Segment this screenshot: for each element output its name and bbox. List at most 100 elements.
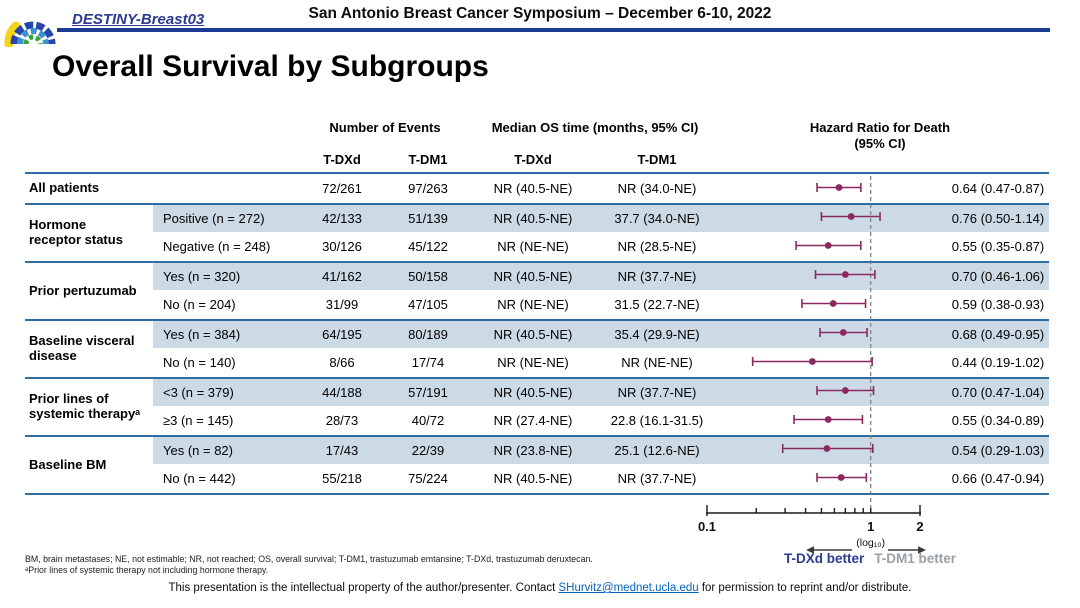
forest-plot-cell xyxy=(719,435,947,464)
subgroup-label-empty xyxy=(153,174,299,203)
events-tdxd-cell: 17/43 xyxy=(299,435,385,464)
subgroup-label: No (n = 140) xyxy=(163,355,236,370)
copyright-note: This presentation is the intellectual pr… xyxy=(0,582,1080,594)
svg-text:2: 2 xyxy=(916,519,923,534)
subgroup-label: Positive (n = 272) xyxy=(153,203,299,232)
subheader-events-tdm1: T-DM1 xyxy=(408,152,448,167)
presenter-email-link[interactable]: SHurvitz@mednet.ucla.edu xyxy=(558,582,699,594)
events-tdm1-cell: 50/158 xyxy=(385,261,471,290)
events-tdxd-cell: 31/99 xyxy=(325,297,359,312)
median-tdxd-cell: NR (40.5-NE) xyxy=(471,377,595,406)
hr-value-cell: 0.68 (0.49-0.95) xyxy=(947,319,1049,348)
median-tdxd-cell: NR (40.5-NE) xyxy=(493,471,573,486)
hr-value-cell: 0.66 (0.47-0.94) xyxy=(951,471,1045,486)
hazard-header-line1: Hazard Ratio for Death xyxy=(809,120,951,135)
axis-direction-labels: T-DXd better T-DM1 better xyxy=(735,551,1005,566)
subgroup-label: Yes (n = 82) xyxy=(153,435,299,464)
subgroup-label: Yes (n = 320) xyxy=(153,261,299,290)
group-label: Baseline visceral disease xyxy=(25,319,153,377)
copyright-note-post: for permission to reprint and/or distrib… xyxy=(698,582,912,594)
copyright-note-pre: This presentation is the intellectual pr… xyxy=(168,582,559,594)
forest-plot-cell xyxy=(719,290,947,319)
events-tdm1-cell: 51/139 xyxy=(385,203,471,232)
sabcs-logo-icon xyxy=(4,21,56,47)
events-tdm1-cell: 17/74 xyxy=(411,355,445,370)
median-tdxd-cell: NR (NE-NE) xyxy=(497,297,569,312)
median-tdxd-cell: NR (40.5-NE) xyxy=(471,203,595,232)
events-tdm1-cell: 22/39 xyxy=(385,435,471,464)
therapy-footnote: ᵃPrior lines of systemic therapy not inc… xyxy=(25,565,269,575)
forest-plot-cell xyxy=(719,406,947,435)
median-tdm1-cell: NR (28.5-NE) xyxy=(617,239,697,254)
banner-divider xyxy=(57,28,1050,32)
svg-text:1: 1 xyxy=(867,519,874,534)
symposium-banner-title: San Antonio Breast Cancer Symposium – De… xyxy=(308,5,772,22)
tdm1-better-label: T-DM1 better xyxy=(874,551,957,566)
events-tdxd-cell: 8/66 xyxy=(329,355,355,370)
page-title: Overall Survival by Subgroups xyxy=(52,50,489,83)
hr-value-cell: 0.70 (0.46-1.06) xyxy=(947,261,1049,290)
study-name: DESTINY-Breast03 xyxy=(72,11,205,28)
median-tdm1-cell: 35.4 (29.9-NE) xyxy=(595,319,719,348)
hr-value-cell: 0.54 (0.29-1.03) xyxy=(947,435,1049,464)
events-tdm1-cell: 57/191 xyxy=(385,377,471,406)
forest-plot-cell xyxy=(719,203,947,232)
group-label: Baseline BM xyxy=(25,435,153,493)
group-label: Hormone receptor status xyxy=(25,203,153,261)
subgroup-label: Negative (n = 248) xyxy=(163,239,271,254)
column-header-hazard-ratio: Hazard Ratio for Death (95% CI) xyxy=(765,120,995,151)
tdxd-better-label: T-DXd better xyxy=(783,551,865,566)
hr-value-cell: 0.64 (0.47-0.87) xyxy=(951,181,1045,196)
median-tdxd-cell: NR (NE-NE) xyxy=(497,355,569,370)
median-tdm1-cell: 37.7 (34.0-NE) xyxy=(595,203,719,232)
column-header-median-os: Median OS time (months, 95% CI) xyxy=(491,120,699,135)
group-label: Prior pertuzumab xyxy=(25,261,153,319)
abbreviations-footnote: BM, brain metastases; NE, not estimable;… xyxy=(25,554,593,564)
forest-plot-cell xyxy=(719,232,947,261)
subgroup-label: No (n = 442) xyxy=(163,471,236,486)
events-tdxd-cell: 28/73 xyxy=(325,413,359,428)
forest-plot-cell xyxy=(719,348,947,377)
forest-plot-cell xyxy=(719,464,947,493)
subheader-median-tdxd: T-DXd xyxy=(514,152,552,167)
events-tdm1-cell: 40/72 xyxy=(411,413,445,428)
median-tdxd-cell: NR (40.5-NE) xyxy=(471,319,595,348)
group-label: All patients xyxy=(29,180,100,196)
median-tdm1-cell: 25.1 (12.6-NE) xyxy=(595,435,719,464)
hr-value-cell: 0.76 (0.50-1.14) xyxy=(947,203,1049,232)
subgroup-label: ≥3 (n = 145) xyxy=(163,413,234,428)
median-tdxd-cell: NR (40.5-NE) xyxy=(493,181,573,196)
median-tdxd-cell: NR (NE-NE) xyxy=(497,239,569,254)
median-tdm1-cell: 22.8 (16.1-31.5) xyxy=(610,413,704,428)
subheader-events-tdxd: T-DXd xyxy=(323,152,361,167)
median-tdm1-cell: 31.5 (22.7-NE) xyxy=(614,297,700,312)
subheader-median-tdm1: T-DM1 xyxy=(637,152,677,167)
forest-plot-cell xyxy=(719,319,947,348)
events-tdxd-cell: 42/133 xyxy=(299,203,385,232)
column-header-events: Number of Events xyxy=(329,120,441,135)
median-tdxd-cell: NR (40.5-NE) xyxy=(471,261,595,290)
svg-text:(log₁₀): (log₁₀) xyxy=(856,537,885,549)
events-tdm1-cell: 45/122 xyxy=(408,239,448,254)
events-tdxd-cell: 41/162 xyxy=(299,261,385,290)
hr-value-cell: 0.70 (0.47-1.04) xyxy=(947,377,1049,406)
median-tdm1-cell: NR (34.0-NE) xyxy=(617,181,697,196)
svg-text:0.1: 0.1 xyxy=(698,519,716,534)
hr-value-cell: 0.44 (0.19-1.02) xyxy=(951,355,1045,370)
subgroup-label: Yes (n = 384) xyxy=(153,319,299,348)
median-tdm1-cell: NR (37.7-NE) xyxy=(595,377,719,406)
hr-value-cell: 0.55 (0.35-0.87) xyxy=(951,239,1045,254)
events-tdxd-cell: 64/195 xyxy=(299,319,385,348)
events-tdm1-cell: 80/189 xyxy=(385,319,471,348)
subgroup-table: All patients 72/261 97/263 NR (40.5-NE) … xyxy=(25,172,1049,495)
events-tdxd-cell: 55/218 xyxy=(322,471,362,486)
events-tdm1-cell: 75/224 xyxy=(408,471,448,486)
group-label: Prior lines of systemic therapyᵃ xyxy=(25,377,153,435)
median-tdm1-cell: NR (NE-NE) xyxy=(621,355,693,370)
median-tdm1-cell: NR (37.7-NE) xyxy=(617,471,697,486)
hazard-header-line2: (95% CI) xyxy=(854,135,906,151)
subgroup-label: No (n = 204) xyxy=(163,297,236,312)
events-tdm1-cell: 47/105 xyxy=(408,297,448,312)
hr-value-cell: 0.55 (0.34-0.89) xyxy=(951,413,1045,428)
